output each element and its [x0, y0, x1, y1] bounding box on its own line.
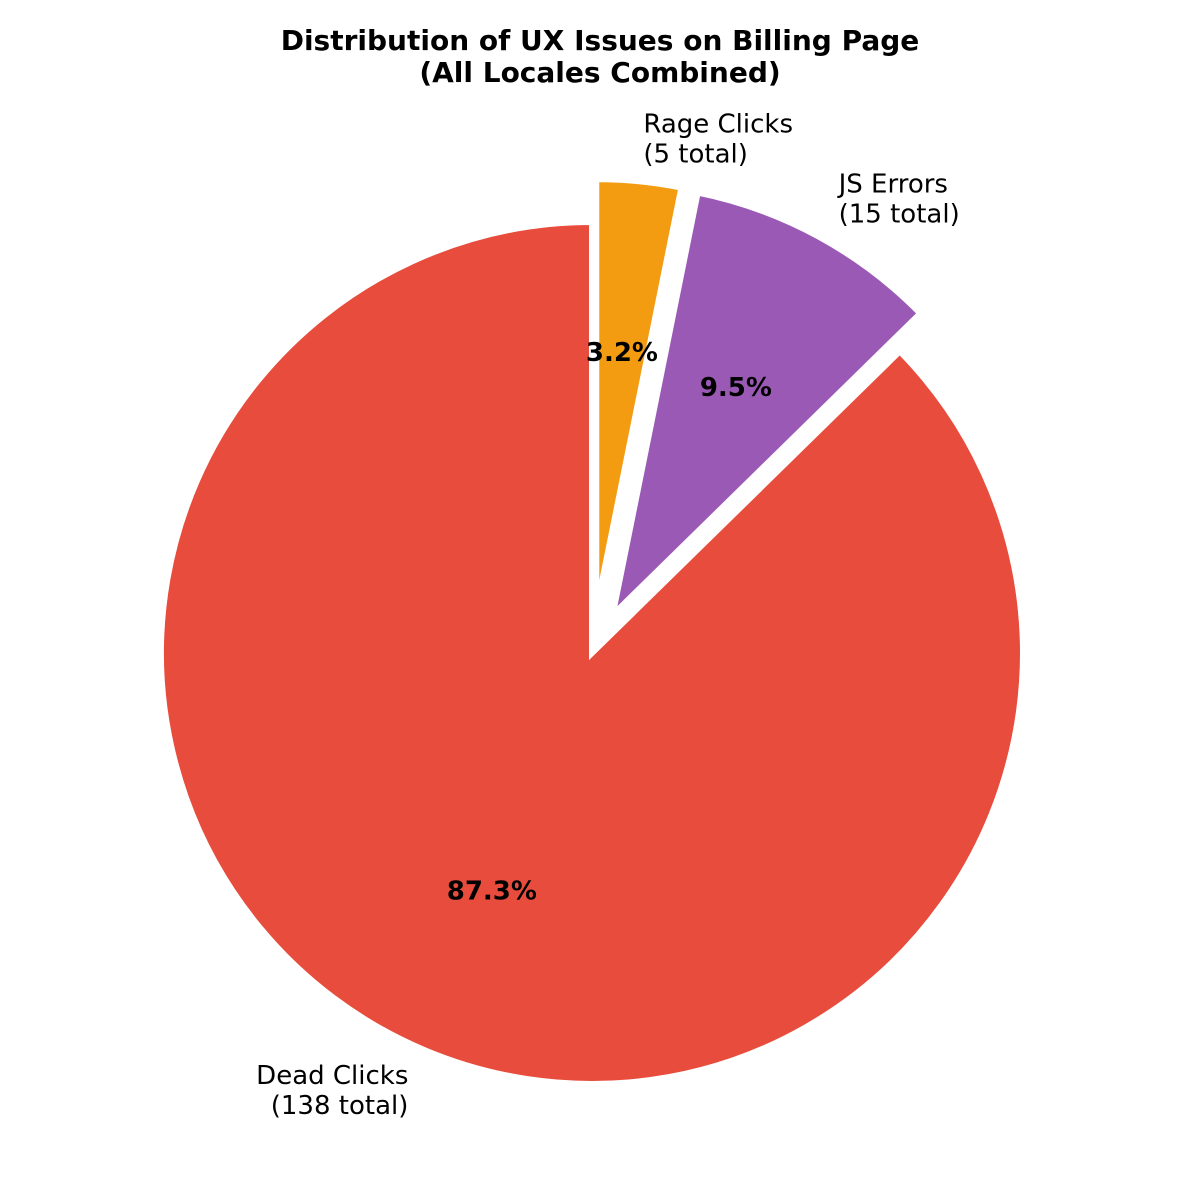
pie-percent-label: 9.5% [700, 373, 772, 403]
slice-name: Dead Clicks [256, 1061, 408, 1091]
pie-slice-js-errors [607, 189, 925, 625]
pie-labels: 3.2% Rage Clicks (5 total) 9.5% JS Errors (15… [256, 109, 960, 1121]
pie-slices [158, 176, 1026, 1087]
slice-name: JS Errors [837, 169, 948, 199]
pie-slice-rage-clicks [593, 176, 685, 611]
pie-percent-label: 87.3% [447, 876, 537, 906]
pie-slice-label: Rage Clicks (5 total) [643, 109, 793, 169]
pie-percent-label: 3.2% [586, 338, 658, 368]
pie-slice-label: JS Errors (15 total) [837, 169, 960, 229]
slice-count: (138 total) [271, 1091, 409, 1121]
slice-count: (15 total) [839, 199, 960, 229]
chart-title: Distribution of UX Issues on Billing Pag… [281, 24, 920, 57]
slice-count: (5 total) [643, 139, 748, 169]
pie-slice-dead-clicks [158, 218, 1026, 1087]
slice-name: Rage Clicks [643, 109, 793, 139]
chart-subtitle: (All Locales Combined) [419, 56, 780, 89]
pie-slice-label: Dead Clicks (138 total) [256, 1061, 408, 1121]
